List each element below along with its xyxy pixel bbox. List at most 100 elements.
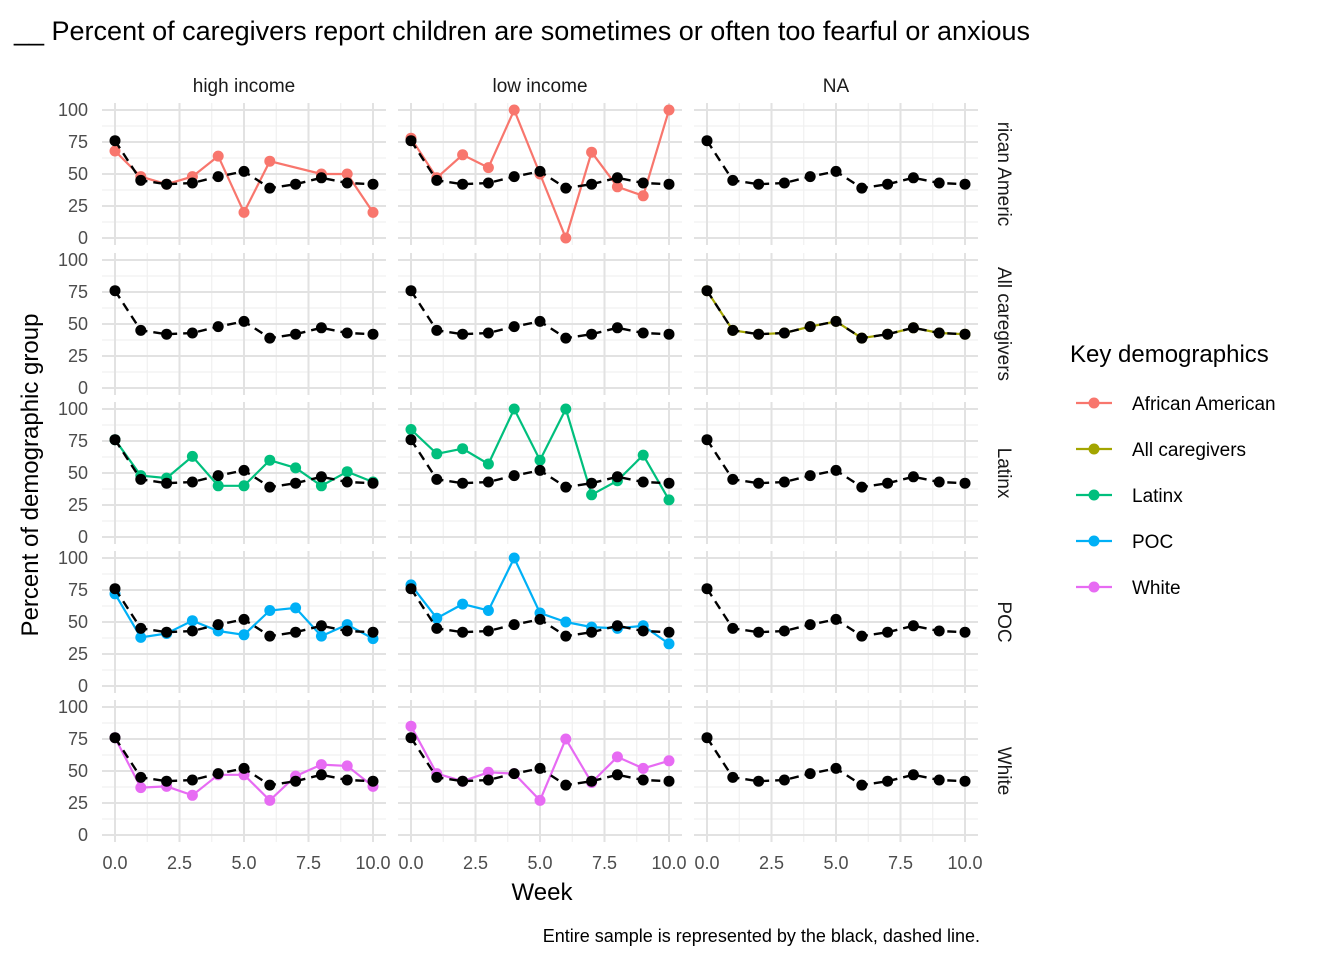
y-tick-label: 100 (58, 399, 88, 419)
y-tick-label: 50 (68, 463, 88, 483)
series-entire-sample (701, 434, 971, 493)
series-entire-sample (109, 135, 379, 194)
data-point (882, 775, 894, 787)
data-point (341, 625, 353, 637)
legend-key-point (1088, 397, 1100, 409)
panel-r1-c0 (102, 253, 386, 395)
data-point (508, 104, 520, 116)
series-entire-sample (405, 434, 675, 493)
y-axis-title: Percent of demographic group (17, 314, 44, 637)
data-point (882, 328, 894, 340)
data-point (753, 178, 765, 190)
data-point (637, 762, 649, 774)
data-point (405, 720, 417, 732)
data-point (663, 328, 675, 340)
data-point (959, 775, 971, 787)
data-point (778, 476, 790, 488)
data-point (238, 165, 250, 177)
data-point (264, 155, 276, 167)
data-point (663, 494, 675, 506)
series-entire-sample (405, 732, 675, 791)
x-tick-label: 2.5 (463, 853, 488, 873)
data-point (341, 466, 353, 478)
data-point (611, 322, 623, 334)
data-point (830, 613, 842, 625)
data-point (611, 172, 623, 184)
data-point (753, 626, 765, 638)
data-point (290, 462, 302, 474)
data-point (663, 104, 675, 116)
data-point (727, 324, 739, 336)
data-point (290, 178, 302, 190)
data-point (341, 774, 353, 786)
data-point (663, 178, 675, 190)
data-point (804, 470, 816, 482)
data-point (315, 630, 327, 642)
panel-r0-c2 (694, 103, 978, 245)
data-point (315, 471, 327, 483)
data-point (856, 182, 868, 194)
data-point (611, 769, 623, 781)
data-point (882, 626, 894, 638)
x-tick-label: 2.5 (167, 853, 192, 873)
data-point (264, 481, 276, 493)
y-tick-label: 75 (68, 282, 88, 302)
data-point (586, 775, 598, 787)
data-point (457, 178, 469, 190)
series-entire-sample (405, 285, 675, 344)
data-point (315, 172, 327, 184)
data-point (341, 476, 353, 488)
data-point (290, 477, 302, 489)
data-point (560, 481, 572, 493)
series-line (114, 150, 374, 215)
y-tick-label: 0 (78, 378, 88, 398)
x-tick-label: 0.0 (398, 853, 423, 873)
panel-r4-c2 (694, 700, 978, 842)
data-point (186, 774, 198, 786)
data-point (701, 285, 713, 297)
chart-title: __ Percent of caregivers report children… (13, 16, 1030, 46)
data-point (457, 328, 469, 340)
y-tick-label: 100 (58, 100, 88, 120)
x-tick-label: 5.0 (231, 853, 256, 873)
data-point (560, 630, 572, 642)
y-tick-label: 100 (58, 697, 88, 717)
data-point (405, 135, 417, 147)
data-point (508, 470, 520, 482)
y-tick-label: 0 (78, 228, 88, 248)
data-point (109, 135, 121, 147)
data-point (959, 477, 971, 489)
y-tick-label: 75 (68, 580, 88, 600)
data-point (186, 327, 198, 339)
data-point (560, 779, 572, 791)
row-strip-label: All caregivers (993, 267, 1014, 381)
data-point (135, 622, 147, 634)
data-point (586, 489, 598, 501)
legend-item: White (1076, 578, 1181, 599)
data-point (457, 149, 469, 161)
x-tick-label: 5.0 (823, 853, 848, 873)
data-point (959, 626, 971, 638)
legend-item: Latinx (1076, 486, 1183, 507)
data-point (534, 464, 546, 476)
facet-panels: high income low income NA rican Americ All c… (58, 76, 1014, 873)
data-point (701, 135, 713, 147)
data-point (727, 473, 739, 485)
data-point (431, 622, 443, 634)
data-point (933, 327, 945, 339)
data-point (882, 178, 894, 190)
data-point (264, 630, 276, 642)
data-point (212, 321, 224, 333)
data-point (560, 616, 572, 628)
x-tick-label: 0.0 (102, 853, 127, 873)
data-point (560, 182, 572, 194)
data-point (830, 165, 842, 177)
data-point (933, 476, 945, 488)
data-point (804, 171, 816, 183)
data-point (534, 165, 546, 177)
data-point (907, 769, 919, 781)
data-point (212, 619, 224, 631)
data-point (482, 458, 494, 470)
y-tick-label: 75 (68, 431, 88, 451)
data-point (907, 322, 919, 334)
